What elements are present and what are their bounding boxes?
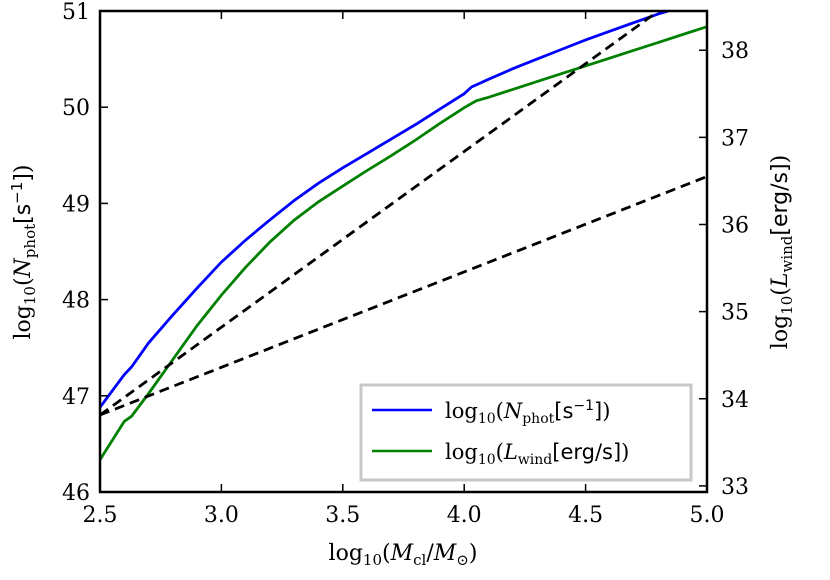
y-right-axis-label: log10(Lwind[erg/s]) [768,155,796,349]
x-tick-label: 2.5 [83,503,118,528]
x-axis-ticks: 2.5 3.0 3.5 4.0 4.5 5.0 [83,11,725,528]
series-line-dashed-2 [100,11,660,417]
y-right-tick-label: 35 [721,301,749,326]
y-left-tick-label: 46 [62,481,90,506]
y-right-tick-label: 37 [721,126,749,151]
y-right-tick-label: 33 [721,475,749,500]
y-left-tick-label: 48 [62,289,90,314]
x-tick-label: 4.0 [447,503,482,528]
series-line-dashed-3 [100,175,707,417]
y-right-axis-ticks: 33 34 35 36 37 38 [699,39,749,500]
x-tick-label: 3.5 [325,503,360,528]
y-left-tick-label: 47 [62,385,90,410]
y-left-tick-label: 51 [62,0,90,25]
x-tick-label: 4.5 [568,503,603,528]
y-left-tick-label: 49 [62,192,90,217]
x-tick-label: 3.0 [204,503,239,528]
series-line-nphot [100,11,669,409]
x-axis-label: log10(Mcl/M⊙) [329,541,478,569]
y-left-axis-ticks: 46 47 48 49 50 51 [62,0,108,506]
series-line-lwind [100,25,707,461]
legend: log10(Nphot[s−1]) log10(Lwind[erg/s]) [359,383,693,482]
y-left-axis-label: log10(Nphot[s−1]) [8,165,39,340]
y-right-tick-label: 36 [721,213,749,238]
y-left-tick-label: 50 [62,96,90,121]
y-right-tick-label: 34 [721,388,749,413]
plot-frame [98,9,709,494]
y-right-tick-label: 38 [721,39,749,64]
x-tick-label: 5.0 [690,503,725,528]
legend-box [359,383,693,482]
plot-lines [100,11,707,461]
